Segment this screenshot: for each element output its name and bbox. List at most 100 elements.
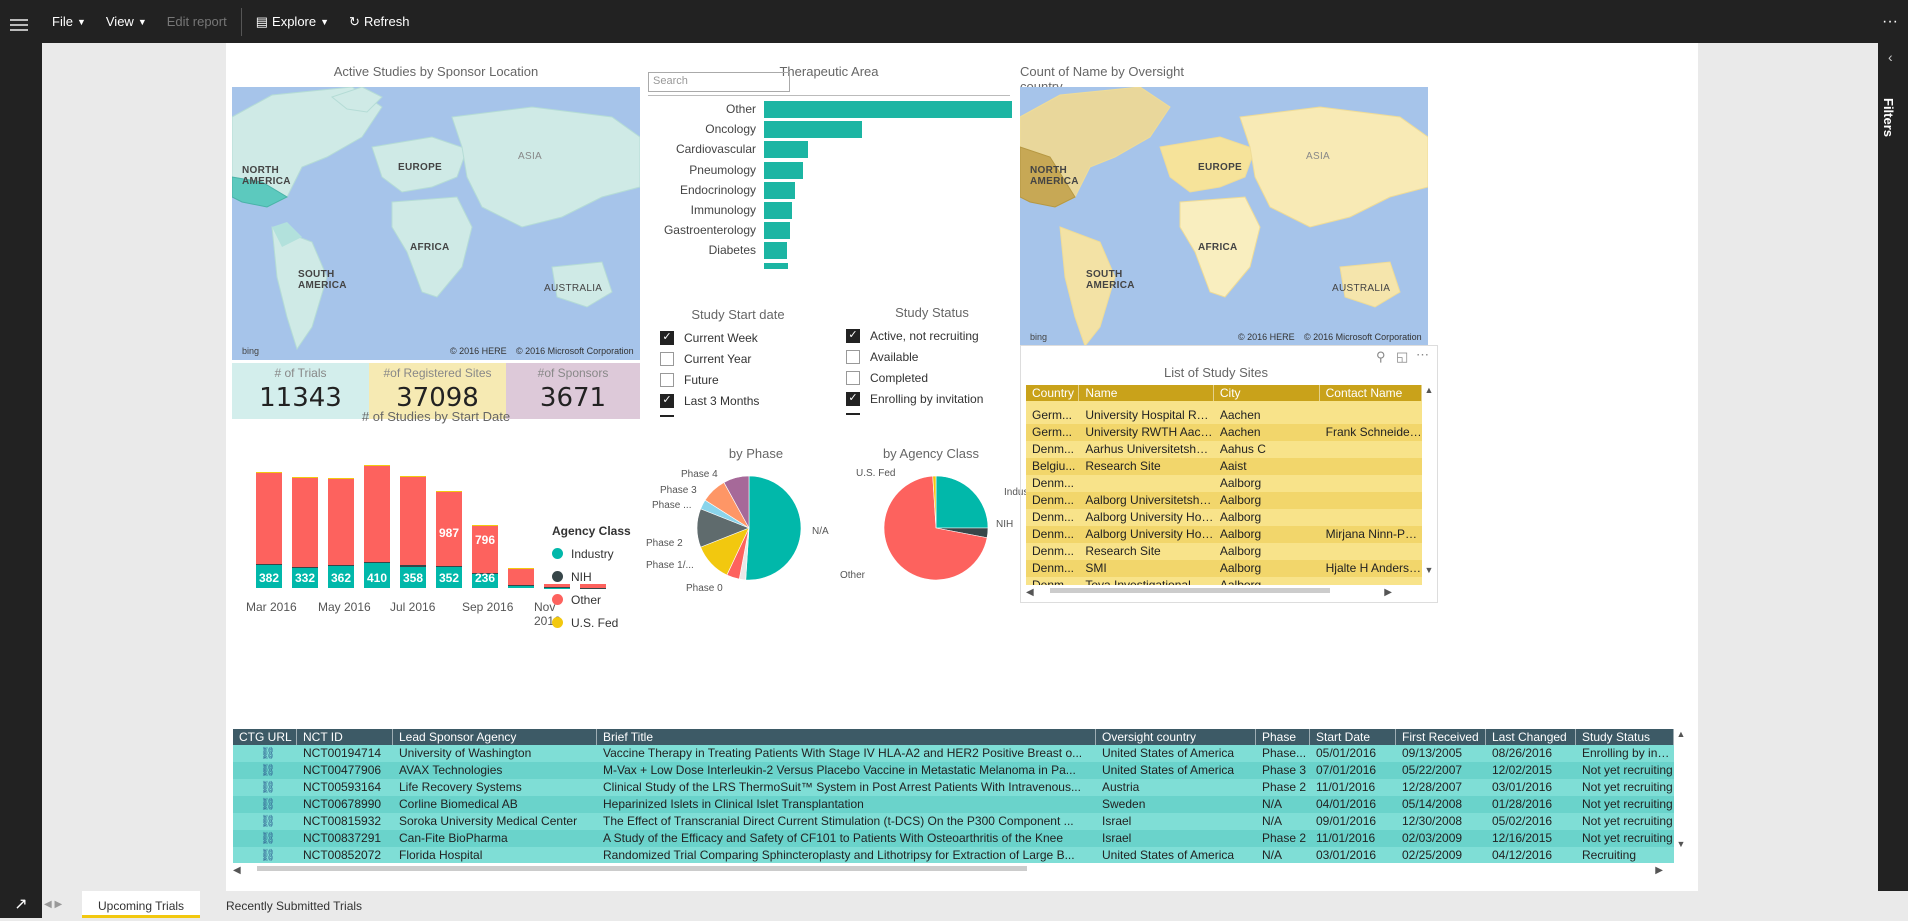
column-header[interactable]: Country xyxy=(1026,385,1079,401)
therapeutic-bar[interactable] xyxy=(764,121,862,138)
therapeutic-search-input[interactable]: Search xyxy=(648,72,790,92)
study-status-item[interactable]: Available xyxy=(846,346,1026,367)
study-status-item[interactable]: Completed xyxy=(846,367,1026,388)
scroll-up-icon[interactable]: ▲ xyxy=(1422,385,1436,395)
therapeutic-bar[interactable] xyxy=(764,222,790,239)
study-status-item[interactable]: ✓Not yet recruiting xyxy=(846,409,1026,415)
column-segment[interactable] xyxy=(256,472,282,473)
therapeutic-bar[interactable] xyxy=(764,101,1012,118)
column-header[interactable]: Last Changed xyxy=(1486,729,1576,745)
start-date-item[interactable]: ✓Last 30 Days xyxy=(660,411,840,417)
checkbox-icon[interactable]: ✓ xyxy=(846,329,860,343)
column-header[interactable]: Oversight country xyxy=(1096,729,1256,745)
phase-pie-chart[interactable] xyxy=(694,473,804,583)
checkbox-icon[interactable]: ✓ xyxy=(846,392,860,406)
link-icon[interactable]: ⛓ xyxy=(260,814,275,828)
trials-scroll-up-icon[interactable]: ▲ xyxy=(1674,729,1688,739)
view-menu[interactable]: View▼ xyxy=(96,0,157,43)
therapeutic-bar[interactable] xyxy=(764,141,808,158)
column-segment[interactable] xyxy=(436,566,462,567)
more-options-button[interactable]: ··· xyxy=(1872,0,1908,43)
study-sites-vscroll[interactable]: ▲▼ xyxy=(1422,385,1436,585)
chevron-left-icon[interactable]: ‹ xyxy=(1888,49,1893,65)
expand-icon[interactable]: ↗ xyxy=(0,891,42,918)
scroll-down-icon[interactable]: ▼ xyxy=(1422,565,1436,575)
column-segment[interactable] xyxy=(508,568,534,586)
column-header[interactable]: Name xyxy=(1079,385,1213,401)
oversight-country-map[interactable]: NORTH AMERICA EUROPE ASIA AFRICA SOUTH A… xyxy=(1020,87,1428,346)
column-segment[interactable] xyxy=(364,466,390,562)
table-row[interactable]: Denm...Aarhus Universitetshos...Aahus C xyxy=(1026,441,1422,458)
explore-menu[interactable]: ▤Explore▼ xyxy=(246,0,339,43)
column-header[interactable]: Lead Sponsor Agency xyxy=(393,729,597,745)
pie-slice[interactable] xyxy=(746,476,801,580)
refresh-button[interactable]: ↻Refresh xyxy=(339,0,419,43)
column-segment[interactable] xyxy=(256,564,282,565)
column-header[interactable]: City xyxy=(1214,385,1320,401)
visual-more-icon[interactable]: ⋯ xyxy=(1416,347,1429,363)
link-icon[interactable]: ⛓ xyxy=(260,797,275,811)
column-segment[interactable] xyxy=(364,465,390,466)
checkbox-icon[interactable]: ✓ xyxy=(660,394,674,408)
tab-recently-submitted-trials[interactable]: Recently Submitted Trials xyxy=(210,891,378,918)
column-segment[interactable] xyxy=(400,565,426,566)
column-header[interactable]: Brief Title xyxy=(597,729,1096,745)
column-header[interactable]: NCT ID xyxy=(297,729,393,745)
column-header[interactable]: First Received xyxy=(1396,729,1486,745)
start-date-item[interactable]: Current Year xyxy=(660,348,840,369)
focus-mode-icon[interactable]: ◱ xyxy=(1396,349,1408,365)
column-segment[interactable] xyxy=(364,562,390,563)
link-icon[interactable]: ⛓ xyxy=(260,848,275,862)
column-segment[interactable] xyxy=(256,473,282,564)
column-header[interactable]: CTG URL xyxy=(233,729,297,745)
start-date-item[interactable]: Future xyxy=(660,369,840,390)
therapeutic-bar[interactable] xyxy=(764,202,792,219)
column-header[interactable]: Study Status xyxy=(1576,729,1674,745)
link-icon[interactable]: ⛓ xyxy=(260,763,275,777)
therapeutic-bar-partial[interactable] xyxy=(764,263,788,269)
hscroll-thumb[interactable] xyxy=(1050,588,1330,593)
column-segment[interactable] xyxy=(328,565,354,566)
checkbox-icon[interactable]: ✓ xyxy=(660,331,674,345)
checkbox-icon[interactable] xyxy=(846,371,860,385)
hamburger-icon[interactable] xyxy=(10,19,28,31)
filters-pane[interactable]: ‹ Filters xyxy=(1878,43,1908,918)
link-icon[interactable]: ⛓ xyxy=(260,831,275,845)
table-row[interactable]: Denm...Aalborg xyxy=(1026,475,1422,492)
tab-upcoming-trials[interactable]: Upcoming Trials xyxy=(82,891,200,918)
pie-slice[interactable] xyxy=(936,476,988,528)
checkbox-icon[interactable] xyxy=(660,373,674,387)
link-icon[interactable]: ⛓ xyxy=(260,780,275,794)
column-segment[interactable] xyxy=(508,586,534,588)
column-segment[interactable] xyxy=(400,477,426,566)
column-segment[interactable] xyxy=(292,567,318,568)
legend-item-nih[interactable]: NIH xyxy=(552,565,631,588)
table-row[interactable]: Denm...Aalborg Universitetshos...Aalborg xyxy=(1026,492,1422,509)
table-row[interactable]: Denm...Teva Investigational Site...Aalbo… xyxy=(1026,577,1422,585)
trials-scroll-right-icon[interactable]: ▶ xyxy=(1655,865,1663,876)
table-row[interactable]: Denm...Aalborg University Hos...Aalborg xyxy=(1026,509,1422,526)
sponsor-location-map[interactable]: NORTH AMERICA EUROPE ASIA AFRICA SOUTH A… xyxy=(232,87,640,360)
study-status-item[interactable]: ✓Enrolling by invitation xyxy=(846,388,1026,409)
therapeutic-bar[interactable] xyxy=(764,182,795,199)
checkbox-icon[interactable] xyxy=(660,352,674,366)
trials-vscroll[interactable]: ▲▼ xyxy=(1674,729,1688,863)
column-segment[interactable] xyxy=(292,477,318,567)
tab-nav-arrows[interactable]: ◀ ▶ xyxy=(44,899,62,910)
column-header[interactable]: Start Date xyxy=(1310,729,1396,745)
